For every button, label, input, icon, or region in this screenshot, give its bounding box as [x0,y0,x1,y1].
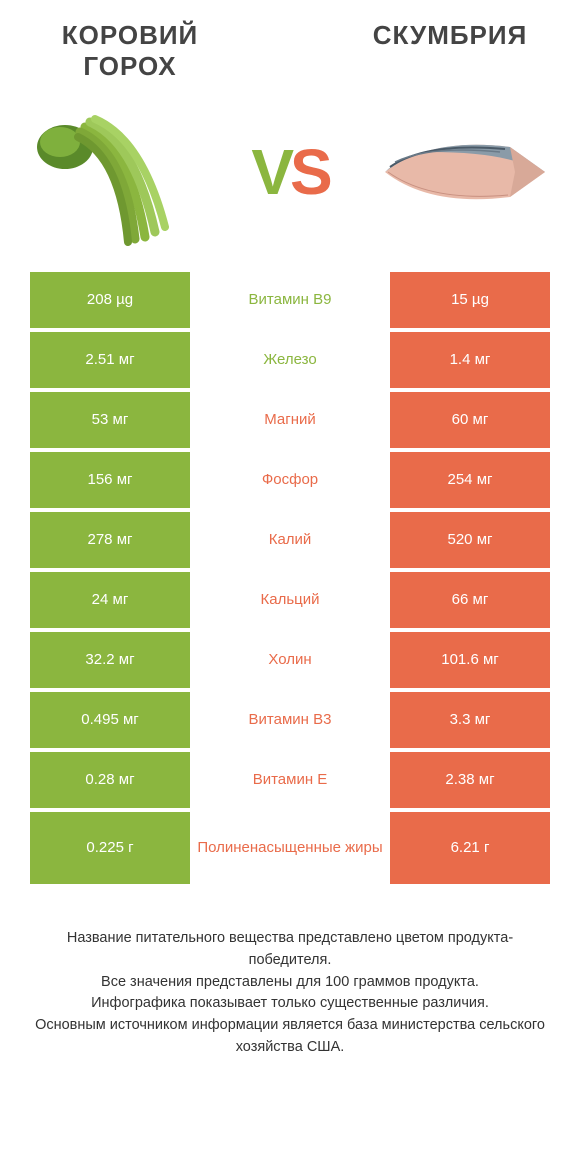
right-value: 66 мг [390,572,550,628]
table-row: 0.28 мгВитамин E2.38 мг [30,752,550,808]
right-value: 520 мг [390,512,550,568]
left-value: 53 мг [30,392,190,448]
left-value: 24 мг [30,572,190,628]
vs-s: S [290,136,329,208]
left-value: 0.495 мг [30,692,190,748]
nutrient-label: Фосфор [190,452,390,508]
left-value: 278 мг [30,512,190,568]
nutrient-label: Холин [190,632,390,688]
header: КОРОВИЙ ГОРОХ СКУМБРИЯ [0,0,580,82]
left-value: 0.225 г [30,812,190,884]
images-row: VS [0,82,580,272]
right-value: 1.4 мг [390,332,550,388]
table-row: 278 мгКалий520 мг [30,512,550,568]
right-value: 2.38 мг [390,752,550,808]
nutrient-label: Витамин E [190,752,390,808]
table-row: 0.225 гПолиненасыщенные жиры6.21 г [30,812,550,884]
nutrient-label: Витамин B9 [190,272,390,328]
comparison-table: 208 µgВитамин B915 µg2.51 мгЖелезо1.4 мг… [0,272,580,884]
table-row: 24 мгКальций66 мг [30,572,550,628]
left-food-image [30,97,200,247]
table-row: 208 µgВитамин B915 µg [30,272,550,328]
table-row: 53 мгМагний60 мг [30,392,550,448]
left-value: 0.28 мг [30,752,190,808]
nutrient-label: Железо [190,332,390,388]
vs-v: V [251,136,290,208]
table-row: 2.51 мгЖелезо1.4 мг [30,332,550,388]
right-value: 254 мг [390,452,550,508]
right-food-image [380,97,550,247]
right-value: 6.21 г [390,812,550,884]
table-row: 156 мгФосфор254 мг [30,452,550,508]
right-value: 101.6 мг [390,632,550,688]
nutrient-label: Кальций [190,572,390,628]
right-title: СКУМБРИЯ [350,20,550,51]
nutrient-label: Витамин B3 [190,692,390,748]
left-value: 208 µg [30,272,190,328]
nutrient-label: Калий [190,512,390,568]
right-value: 15 µg [390,272,550,328]
vs-label: VS [251,135,328,209]
green-beans-icon [30,97,200,247]
nutrient-label: Полиненасыщенные жиры [190,812,390,884]
footer-line: Основным источником информации является … [30,1015,550,1059]
left-value: 32.2 мг [30,632,190,688]
mackerel-icon [380,117,550,227]
left-value: 2.51 мг [30,332,190,388]
right-value: 60 мг [390,392,550,448]
footer-line: Все значения представлены для 100 граммо… [30,972,550,994]
left-value: 156 мг [30,452,190,508]
table-row: 0.495 мгВитамин B33.3 мг [30,692,550,748]
nutrient-label: Магний [190,392,390,448]
left-title: КОРОВИЙ ГОРОХ [30,20,230,82]
table-row: 32.2 мгХолин101.6 мг [30,632,550,688]
footer-text: Название питательного вещества представл… [0,888,580,1089]
footer-line: Название питательного вещества представл… [30,928,550,972]
right-value: 3.3 мг [390,692,550,748]
footer-line: Инфографика показывает только существенн… [30,993,550,1015]
